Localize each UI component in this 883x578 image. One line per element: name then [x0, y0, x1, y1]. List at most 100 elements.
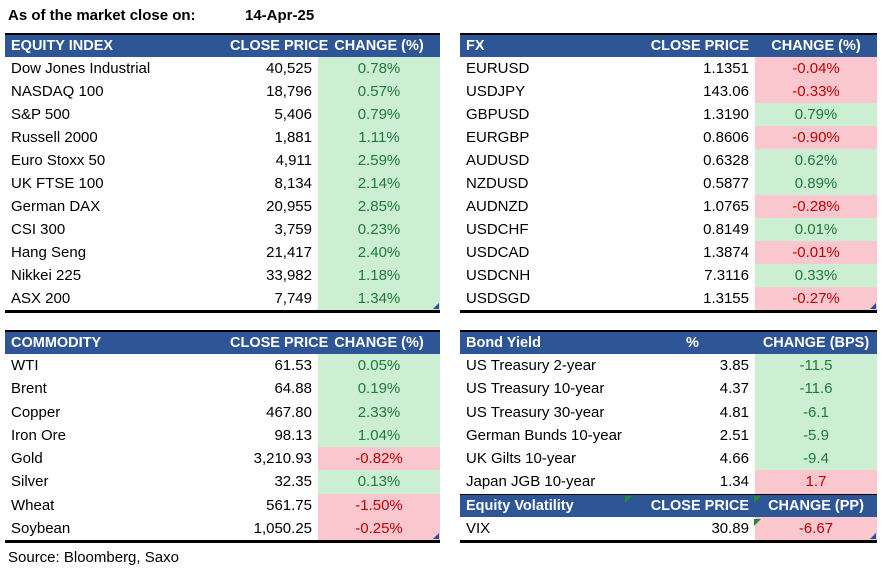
- change-value: 0.89%: [755, 172, 877, 195]
- table-row: UK Gilts 10-year 4.66 -9.4: [460, 447, 877, 471]
- close-price: 32.35: [274, 473, 312, 491]
- change-value: 0.01%: [755, 218, 877, 241]
- error-indicator-icon: [754, 519, 761, 526]
- change-value: 0.13%: [318, 470, 440, 494]
- close-price: 30.89: [711, 519, 749, 537]
- close-price: 1,881: [274, 129, 312, 146]
- instrument-name: EURGBP: [466, 129, 530, 146]
- close-price: 18,796: [266, 83, 312, 100]
- column-header-change-pp: CHANGE (PP): [768, 497, 864, 514]
- change-value: 1.34%: [318, 287, 440, 310]
- table-row: EURGBP 0.8606 -0.90%: [460, 126, 877, 149]
- instrument-name: Nikkei 225: [11, 267, 82, 284]
- column-header-close-price: CLOSE PRICE: [230, 38, 329, 54]
- instrument-name: NZDUSD: [466, 175, 529, 192]
- change-value: 2.40%: [318, 241, 440, 264]
- cell-corner-marker-icon: [870, 533, 876, 540]
- change-value: 2.85%: [318, 195, 440, 218]
- table-row: Iron Ore 98.13 1.04%: [5, 423, 440, 447]
- commodity-table-body: WTI 61.53 0.05% Brent 64.88 0.19% Copper 467.80…: [5, 354, 440, 540]
- instrument-name: CSI 300: [11, 221, 66, 238]
- table-row: AUDNZD 1.0765 -0.28%: [460, 195, 877, 218]
- column-header-close-price: CLOSE PRICE: [230, 335, 329, 351]
- table-row: Brent 64.88 0.19%: [5, 377, 440, 401]
- instrument-name: WTI: [11, 357, 39, 374]
- close-price: 5,406: [274, 106, 312, 123]
- instrument-name: Hang Seng: [11, 244, 87, 261]
- column-header-close-price: CLOSE PRICE: [650, 497, 749, 514]
- error-indicator-icon: [625, 496, 632, 503]
- fx-table: FX CLOSE PRICE CHANGE (%) EURUSD 1.1351 -0…: [460, 33, 877, 313]
- table-row: GBPUSD 1.3190 0.79%: [460, 103, 877, 126]
- change-value: -6.67: [755, 516, 877, 541]
- instrument-name: German DAX: [11, 198, 101, 215]
- table-row: Japan JGB 10-year 1.34 1.7: [460, 470, 877, 494]
- close-price: 8,134: [274, 175, 312, 192]
- table-row: ASX 200 7,749 1.34%: [5, 287, 440, 310]
- bond-table-title: Bond Yield: [466, 335, 541, 351]
- change-value: -11.6: [755, 377, 877, 401]
- column-header-change-pct: CHANGE (%): [334, 335, 424, 351]
- change-value: 2.33%: [318, 400, 440, 424]
- instrument-name: Brent: [11, 380, 47, 398]
- table-row: US Treasury 30-year 4.81 -6.1: [460, 400, 877, 424]
- change-value: -6.1: [755, 400, 877, 424]
- table-row: VIX 30.89 -6.67: [460, 516, 877, 541]
- as-of-label: As of the market close on:: [8, 7, 196, 24]
- change-value: -0.82%: [318, 447, 440, 471]
- instrument-name: NASDAQ 100: [11, 83, 104, 100]
- instrument-name: US Treasury 30-year: [466, 403, 605, 421]
- instrument-name: AUDUSD: [466, 152, 530, 169]
- change-value: 0.79%: [318, 103, 440, 126]
- change-value: 1.7: [755, 470, 877, 494]
- change-value: -0.27%: [755, 287, 877, 310]
- table-row: Russell 2000 1,881 1.11%: [5, 126, 440, 149]
- cell-corner-marker-icon: [870, 303, 876, 309]
- change-value: -0.01%: [755, 241, 877, 264]
- table-row: USDJPY 143.06 -0.33%: [460, 80, 877, 103]
- close-price: 21,417: [266, 244, 312, 261]
- column-header-change-pct: CHANGE (%): [334, 38, 424, 54]
- instrument-name: Dow Jones Industrial: [11, 60, 151, 77]
- instrument-name: US Treasury 10-year: [466, 380, 605, 398]
- change-value: 0.33%: [755, 264, 877, 287]
- instrument-name: USDCNH: [466, 267, 531, 284]
- bond-table-body: US Treasury 2-year 3.85 -11.5 US Treasury 1…: [460, 354, 877, 494]
- table-row: USDCNH 7.3116 0.33%: [460, 264, 877, 287]
- source-note: Source: Bloomberg, Saxo: [8, 549, 179, 566]
- close-price: 3.85: [719, 357, 749, 374]
- equity-table-title: EQUITY INDEX: [11, 38, 114, 54]
- instrument-name: Japan JGB 10-year: [466, 473, 596, 491]
- instrument-name: US Treasury 2-year: [466, 357, 597, 374]
- close-price: 2.51: [719, 426, 749, 444]
- instrument-name: Wheat: [11, 496, 55, 514]
- close-price: 20,955: [266, 198, 312, 215]
- instrument-name: Silver: [11, 473, 49, 491]
- instrument-name: AUDNZD: [466, 198, 529, 215]
- instrument-name: UK FTSE 100: [11, 175, 104, 192]
- column-header-change-bps: CHANGE (BPS): [762, 335, 870, 351]
- table-row: NASDAQ 100 18,796 0.57%: [5, 80, 440, 103]
- change-value: -0.25%: [318, 516, 440, 540]
- change-value: 1.18%: [318, 264, 440, 287]
- instrument-name: Copper: [11, 403, 61, 421]
- report-date: 14-Apr-25: [245, 7, 315, 24]
- close-price: 1.34: [719, 473, 749, 491]
- close-price: 1.3155: [703, 290, 749, 307]
- table-row: USDSGD 1.3155 -0.27%: [460, 287, 877, 310]
- close-price: 4.66: [719, 450, 749, 468]
- close-price: 4.37: [719, 380, 749, 398]
- change-value: 1.04%: [318, 423, 440, 447]
- change-value: -11.5: [755, 354, 877, 378]
- instrument-name: Euro Stoxx 50: [11, 152, 106, 169]
- table-row: Wheat 561.75 -1.50%: [5, 493, 440, 517]
- change-value: 0.62%: [755, 149, 877, 172]
- close-price: 98.13: [274, 426, 312, 444]
- volatility-table-header: Equity Volatility CLOSE PRICE CHANGE (PP…: [460, 493, 877, 517]
- table-row: USDCHF 0.8149 0.01%: [460, 218, 877, 241]
- bond-yield-table: Bond Yield % CHANGE (BPS) US Treasury 2-…: [460, 330, 877, 544]
- instrument-name: ASX 200: [11, 290, 71, 307]
- error-indicator-icon: [754, 496, 761, 503]
- change-value: -5.9: [755, 423, 877, 448]
- volatility-table-title: Equity Volatility: [466, 497, 574, 514]
